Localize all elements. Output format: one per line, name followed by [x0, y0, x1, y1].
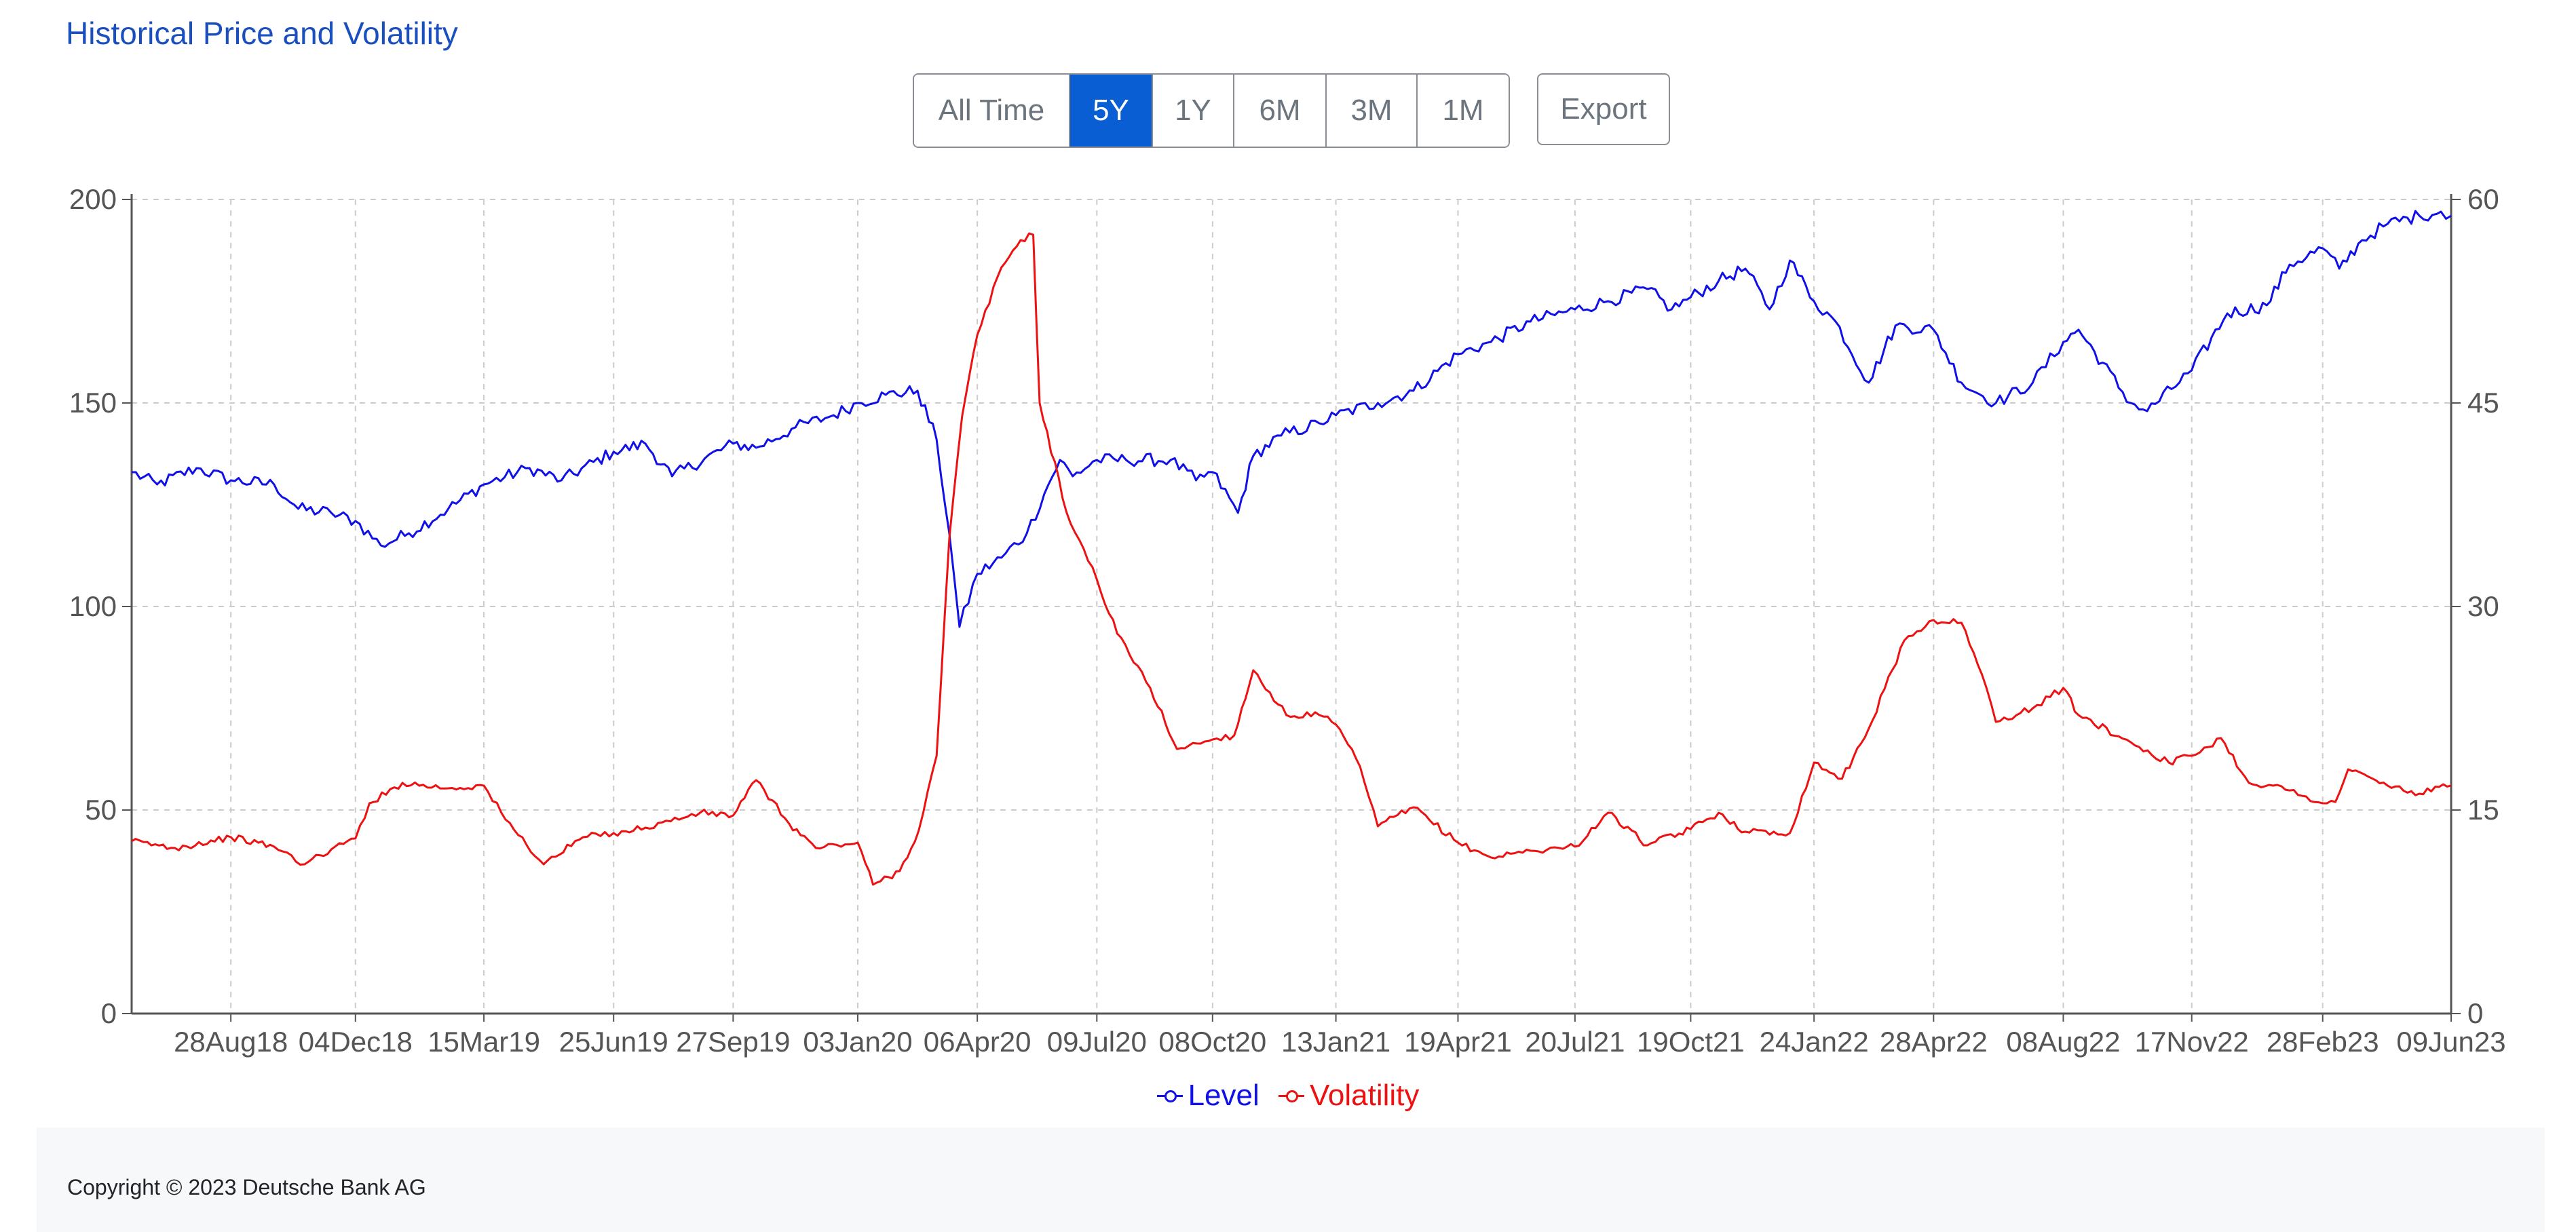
right-tick-label: 0 [2467, 997, 2483, 1029]
footer: Copyright © 2023 Deutsche Bank AG [37, 1128, 2545, 1232]
legend-level[interactable]: Level [1156, 1079, 1259, 1113]
x-tick-label: 15Mar19 [428, 1026, 540, 1058]
left-tick-label: 0 [101, 997, 117, 1029]
price-volatility-chart: 0 50 100 150 200 0 15 30 45 60 28Aug18 04Dec18 15Mar… [69, 183, 2506, 1058]
legend-volatility[interactable]: Volatility [1278, 1079, 1419, 1113]
level-marker-icon [1156, 1089, 1183, 1102]
x-tick-label: 27Sep19 [676, 1026, 790, 1058]
legend-volatility-label: Volatility [1310, 1079, 1420, 1112]
left-tick-label: 150 [69, 387, 117, 419]
range-all-time-button[interactable]: All Time [914, 75, 1070, 147]
right-tick-label: 30 [2467, 590, 2499, 622]
range-6m-button[interactable]: 6M [1234, 75, 1327, 147]
x-tick-label: 17Nov22 [2135, 1026, 2249, 1058]
x-tick-label: 19Apr21 [1404, 1026, 1512, 1058]
x-tick-label: 04Dec18 [299, 1026, 413, 1058]
legend-level-label: Level [1188, 1079, 1259, 1112]
x-tick-label: 19Oct21 [1637, 1026, 1745, 1058]
legend: Level Volatility [0, 1076, 2576, 1113]
x-tick-label: 06Apr20 [924, 1026, 1031, 1058]
range-5y-button[interactable]: 5Y [1070, 75, 1153, 147]
left-tick-label: 200 [69, 183, 117, 215]
x-tick-label: 28Apr22 [1880, 1026, 1988, 1058]
x-tick-label: 08Oct20 [1158, 1026, 1266, 1058]
grid [132, 199, 2452, 1014]
axes: 0 50 100 150 200 0 15 30 45 60 28Aug18 04Dec18 15Mar… [69, 183, 2506, 1058]
range-3m-button[interactable]: 3M [1327, 75, 1418, 147]
range-selector: All Time 5Y 1Y 6M 3M 1M [913, 73, 1510, 148]
x-tick-label: 08Aug22 [2006, 1026, 2120, 1058]
left-tick-label: 100 [69, 590, 117, 622]
volatility-marker-icon [1278, 1089, 1304, 1102]
series-line-volatility [131, 232, 2452, 886]
range-1m-button[interactable]: 1M [1418, 75, 1509, 147]
chart-title: Historical Price and Volatility [66, 16, 458, 51]
right-tick-label: 15 [2467, 794, 2499, 826]
series [131, 210, 2452, 886]
x-tick-label: 28Feb23 [2267, 1026, 2379, 1058]
x-tick-label: 20Jul21 [1525, 1026, 1625, 1058]
x-tick-label: 24Jan22 [1760, 1026, 1869, 1058]
x-tick-label: 25Jun19 [559, 1026, 668, 1058]
x-tick-label: 13Jan21 [1281, 1026, 1390, 1058]
export-button[interactable]: Export [1537, 73, 1670, 145]
series-line-level [132, 210, 2452, 628]
x-tick-label: 03Jan20 [803, 1026, 912, 1058]
left-tick-label: 50 [85, 794, 117, 826]
right-tick-label: 60 [2467, 183, 2499, 215]
right-tick-label: 45 [2467, 387, 2499, 419]
x-tick-label: 28Aug18 [174, 1026, 288, 1058]
range-1y-button[interactable]: 1Y [1153, 75, 1234, 147]
x-tick-label: 09Jun23 [2396, 1026, 2505, 1058]
copyright-text: Copyright © 2023 Deutsche Bank AG [67, 1175, 426, 1199]
x-tick-label: 09Jul20 [1047, 1026, 1147, 1058]
